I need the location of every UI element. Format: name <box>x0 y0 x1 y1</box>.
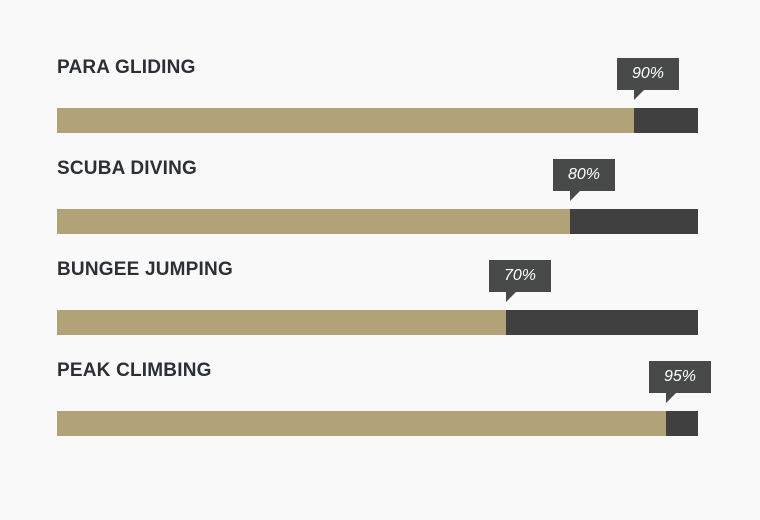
skill-label: SCUBA DIVING <box>57 158 197 180</box>
skill-item-peak-climbing: PEAK CLIMBING 95% <box>57 360 698 440</box>
percent-tooltip: 80% <box>553 159 615 191</box>
skill-label: PEAK CLIMBING <box>57 360 212 382</box>
progress-fill <box>57 209 570 234</box>
progress-track <box>57 209 698 234</box>
skill-label: PARA GLIDING <box>57 57 196 79</box>
skill-item-bungee-jumping: BUNGEE JUMPING 70% <box>57 259 698 339</box>
progress-fill <box>57 411 666 436</box>
skill-label: BUNGEE JUMPING <box>57 259 233 281</box>
progress-fill <box>57 108 634 133</box>
percent-tooltip: 90% <box>617 58 679 90</box>
progress-track <box>57 108 698 133</box>
percent-tooltip: 70% <box>489 260 551 292</box>
progress-track <box>57 310 698 335</box>
percent-tooltip: 95% <box>649 361 711 393</box>
skill-item-scuba-diving: SCUBA DIVING 80% <box>57 158 698 238</box>
skill-item-para-gliding: PARA GLIDING 90% <box>57 57 698 137</box>
progress-fill <box>57 310 506 335</box>
progress-track <box>57 411 698 436</box>
